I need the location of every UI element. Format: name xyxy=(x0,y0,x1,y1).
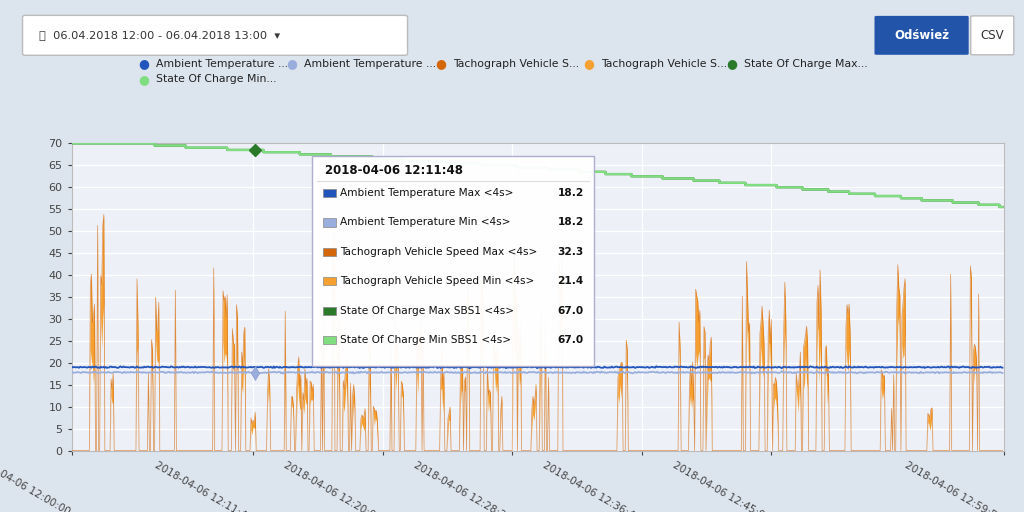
Text: Tachograph Vehicle S...: Tachograph Vehicle S... xyxy=(601,59,727,69)
Text: 32.3: 32.3 xyxy=(557,247,584,257)
Text: ●: ● xyxy=(727,57,737,71)
Text: ●: ● xyxy=(138,57,148,71)
Text: State Of Charge Min SBS1 <4s>: State Of Charge Min SBS1 <4s> xyxy=(340,335,511,345)
Text: 📅  06.04.2018 12:00 - 06.04.2018 13:00  ▾: 📅 06.04.2018 12:00 - 06.04.2018 13:00 ▾ xyxy=(39,30,280,40)
Text: ●: ● xyxy=(287,57,297,71)
Text: Ambient Temperature Min <4s>: Ambient Temperature Min <4s> xyxy=(340,218,510,227)
Text: 18.2: 18.2 xyxy=(557,188,584,198)
Text: Ambient Temperature ...: Ambient Temperature ... xyxy=(156,59,288,69)
Text: Ambient Temperature ...: Ambient Temperature ... xyxy=(304,59,436,69)
Text: Ambient Temperature Max <4s>: Ambient Temperature Max <4s> xyxy=(340,188,513,198)
Text: State Of Charge Max SBS1 <4s>: State Of Charge Max SBS1 <4s> xyxy=(340,306,514,316)
Text: ●: ● xyxy=(584,57,594,71)
Text: State Of Charge Max...: State Of Charge Max... xyxy=(744,59,868,69)
Text: 2018-04-06 12:11:48: 2018-04-06 12:11:48 xyxy=(325,164,463,177)
Text: State Of Charge Min...: State Of Charge Min... xyxy=(156,74,276,84)
Text: Tachograph Vehicle S...: Tachograph Vehicle S... xyxy=(453,59,579,69)
Text: ●: ● xyxy=(435,57,445,71)
Text: CSV: CSV xyxy=(980,29,1005,42)
Text: 21.4: 21.4 xyxy=(557,276,584,286)
Text: ●: ● xyxy=(138,73,148,86)
Text: Tachograph Vehicle Speed Max <4s>: Tachograph Vehicle Speed Max <4s> xyxy=(340,247,538,257)
Text: 67.0: 67.0 xyxy=(557,335,584,345)
Text: 67.0: 67.0 xyxy=(557,306,584,316)
Text: Tachograph Vehicle Speed Min <4s>: Tachograph Vehicle Speed Min <4s> xyxy=(340,276,535,286)
Text: Odśwież: Odśwież xyxy=(894,29,949,42)
Text: 18.2: 18.2 xyxy=(557,218,584,227)
